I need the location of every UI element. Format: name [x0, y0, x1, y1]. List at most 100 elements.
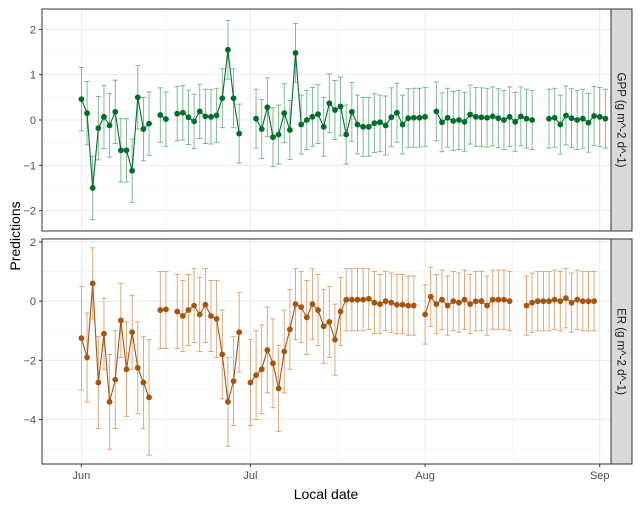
- series-line-segment: [125, 332, 133, 370]
- series-line-segment: [103, 333, 111, 402]
- data-point: [208, 113, 214, 120]
- series-line-segment: [232, 332, 240, 382]
- data-point: [236, 329, 243, 336]
- series-line-segment: [80, 338, 88, 358]
- data-point: [461, 118, 468, 125]
- data-point: [196, 311, 203, 318]
- y-tick-label: −1: [23, 160, 36, 172]
- data-point: [123, 366, 130, 373]
- data-point: [275, 131, 282, 138]
- data-point: [326, 100, 333, 107]
- data-point: [84, 354, 90, 361]
- data-point: [236, 130, 243, 137]
- series-line-segment: [334, 311, 342, 340]
- series-line-segment: [125, 150, 133, 171]
- series-line-segment: [424, 296, 432, 315]
- data-point: [568, 115, 575, 122]
- series-line-segment: [328, 321, 336, 340]
- data-point: [253, 115, 259, 122]
- data-point: [563, 112, 569, 119]
- data-point: [444, 302, 451, 309]
- data-point: [129, 329, 136, 336]
- y-tick-label: −2: [23, 355, 36, 367]
- data-point: [326, 318, 333, 325]
- data-point: [281, 348, 288, 355]
- series-line-segment: [233, 98, 240, 134]
- data-point: [501, 117, 507, 123]
- series-line-segment: [227, 380, 235, 402]
- data-point: [174, 110, 181, 117]
- series-line-segment: [216, 98, 223, 116]
- data-point: [360, 123, 367, 130]
- data-point: [512, 118, 519, 125]
- x-axis: Jun Jul Aug Sep: [73, 464, 610, 482]
- series-line-segment: [283, 329, 291, 352]
- data-point: [320, 123, 327, 130]
- series-line-segment: [221, 49, 229, 99]
- facet-strip: [610, 8, 633, 232]
- data-point: [596, 113, 603, 120]
- y-tick-label: 1: [30, 70, 36, 82]
- series-line-segment: [109, 379, 116, 402]
- series-line-segment: [131, 332, 139, 368]
- data-point: [579, 115, 586, 122]
- data-point: [495, 296, 502, 303]
- data-point: [540, 298, 547, 305]
- data-point: [529, 299, 536, 306]
- series-line-segment: [278, 351, 285, 389]
- data-point: [388, 114, 395, 121]
- data-point: [394, 109, 400, 116]
- data-point: [450, 118, 457, 124]
- data-point: [546, 115, 552, 122]
- series-line-segment: [92, 128, 99, 189]
- data-point: [478, 114, 485, 121]
- series-line-segment: [289, 304, 297, 330]
- data-point: [230, 378, 237, 385]
- data-point: [523, 115, 530, 122]
- data-point: [450, 298, 457, 305]
- data-point: [365, 295, 372, 302]
- data-point: [157, 112, 164, 118]
- data-point: [117, 317, 124, 324]
- data-point: [157, 307, 164, 313]
- data-point: [489, 113, 496, 120]
- data-point: [405, 115, 412, 122]
- data-point: [591, 113, 597, 119]
- series-line-segment: [216, 318, 223, 355]
- data-point: [247, 379, 254, 386]
- series-line-segment: [261, 349, 268, 370]
- data-point: [343, 296, 350, 303]
- data-point: [298, 121, 305, 128]
- y-tick-label: 2: [30, 24, 36, 36]
- x-tick-label: Aug: [415, 470, 435, 482]
- data-point: [134, 94, 141, 101]
- data-point: [84, 110, 90, 117]
- data-point: [422, 311, 428, 318]
- data-point: [320, 323, 327, 330]
- data-point: [506, 298, 513, 305]
- data-point: [517, 113, 524, 120]
- data-point: [337, 308, 344, 315]
- data-point: [523, 302, 530, 309]
- data-point: [546, 298, 552, 305]
- data-point: [179, 109, 186, 116]
- data-point: [399, 121, 406, 128]
- series-line-segment: [86, 283, 94, 358]
- data-point: [501, 296, 507, 303]
- series-line-segment: [345, 111, 353, 135]
- data-point: [286, 127, 293, 133]
- data-point: [95, 379, 102, 386]
- data-point: [275, 385, 282, 392]
- data-point: [574, 296, 581, 303]
- data-point: [202, 301, 209, 308]
- data-point: [191, 118, 198, 125]
- series-line-segment: [120, 320, 128, 370]
- data-point: [258, 126, 265, 132]
- data-point: [270, 360, 276, 367]
- series-line-segment: [227, 49, 235, 99]
- series-line-segment: [340, 106, 347, 135]
- data-point: [422, 113, 428, 120]
- data-point: [495, 115, 502, 122]
- data-point: [134, 364, 141, 371]
- series-line-segment: [86, 113, 94, 189]
